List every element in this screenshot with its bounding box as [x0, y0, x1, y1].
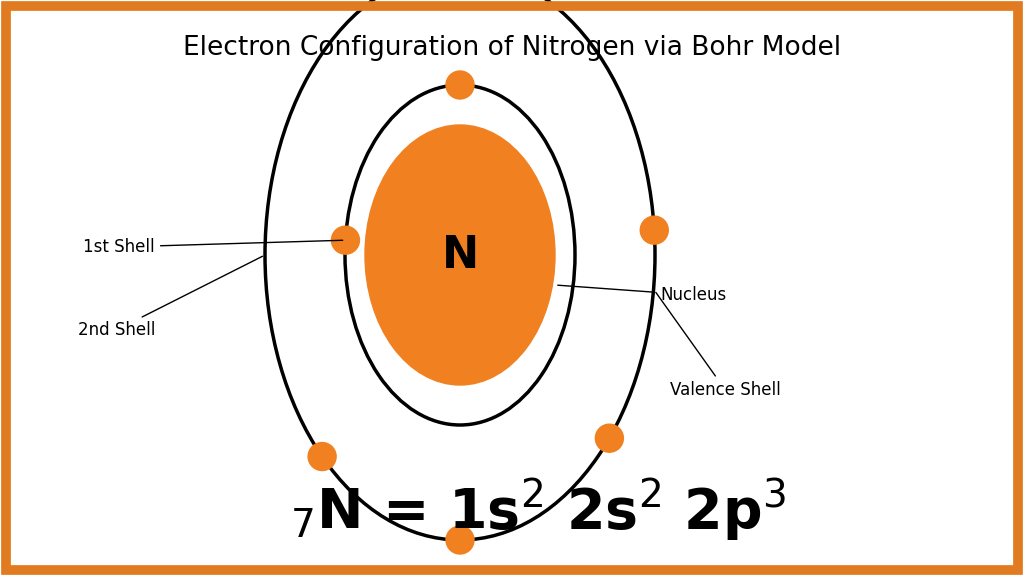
Text: $_7$N = 1s$^2$ 2s$^2$ 2p$^3$: $_7$N = 1s$^2$ 2s$^2$ 2p$^3$: [290, 476, 786, 544]
Text: 1st Shell: 1st Shell: [83, 238, 343, 256]
Ellipse shape: [595, 424, 624, 452]
Text: Electron Configuration of Nitrogen via Bohr Model: Electron Configuration of Nitrogen via B…: [183, 35, 841, 61]
Ellipse shape: [308, 442, 336, 471]
Ellipse shape: [640, 216, 669, 244]
Ellipse shape: [365, 125, 555, 385]
Text: Valence Shell: Valence Shell: [655, 293, 780, 399]
Text: 2nd Shell: 2nd Shell: [78, 256, 262, 339]
Text: Nucleus: Nucleus: [558, 285, 726, 304]
Ellipse shape: [332, 226, 359, 254]
Text: N: N: [441, 233, 478, 276]
Ellipse shape: [446, 71, 474, 99]
Ellipse shape: [446, 526, 474, 554]
